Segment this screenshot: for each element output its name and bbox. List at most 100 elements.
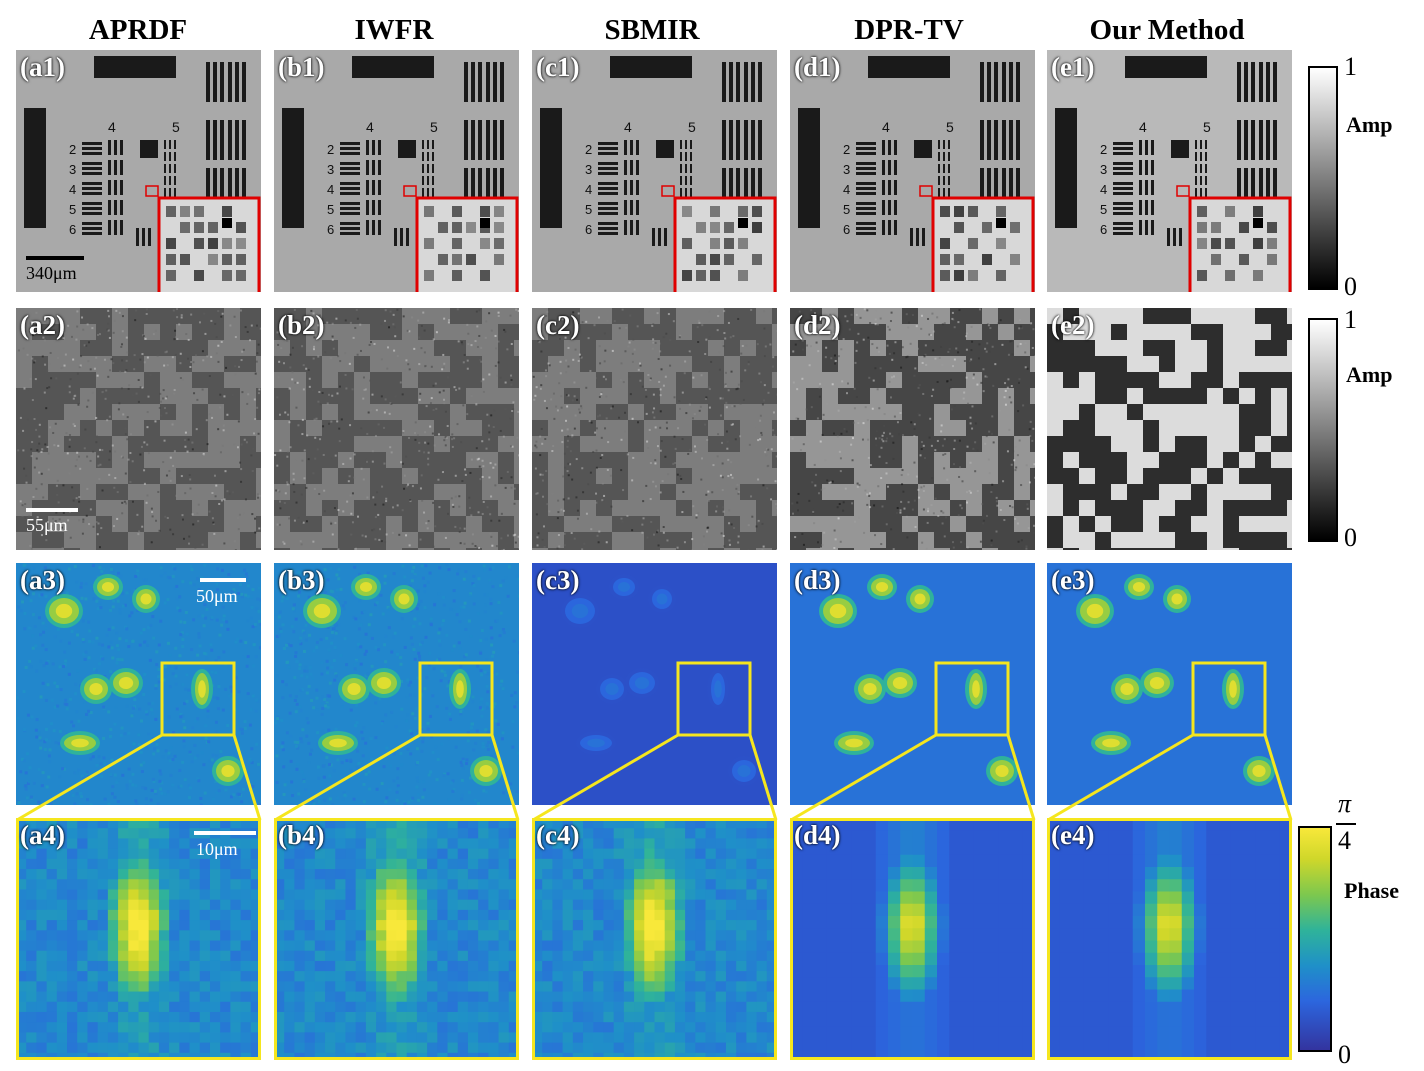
target-element-number: 4 bbox=[843, 182, 850, 197]
amplitude-target-panel: 4 5 2 3 4 5 6 (c1) bbox=[532, 50, 777, 292]
amplitude-target-panel: 4 5 2 3 4 5 6 (b1) bbox=[274, 50, 519, 292]
column-title-dpr-tv: DPR-TV bbox=[854, 14, 964, 46]
phase-zoom-panel-image bbox=[16, 818, 261, 1060]
zoom-inset bbox=[415, 196, 519, 292]
phase-zoom-panel: (d4) bbox=[790, 818, 1035, 1060]
amp-colorbar-1-name: Amp bbox=[1346, 112, 1393, 137]
target-group-number: 4 bbox=[1139, 119, 1147, 135]
panel-label: (e4) bbox=[1051, 820, 1095, 850]
target-element-number: 6 bbox=[585, 222, 592, 237]
amplitude-pattern-panel: (c2) bbox=[532, 308, 777, 550]
column-title-our-method: Our Method bbox=[1089, 14, 1245, 46]
amplitude-target-panel: 4 5 2 3 4 5 6 (e1) bbox=[1047, 50, 1292, 292]
target-element-number: 6 bbox=[327, 222, 334, 237]
phase-zoom-panel: (a4) bbox=[16, 818, 261, 1060]
panel-label: (c3) bbox=[536, 565, 580, 595]
panel-label: (b4) bbox=[278, 820, 325, 850]
amplitude-target-panel-image: 4 5 2 3 4 5 6 bbox=[16, 50, 261, 292]
amp-colorbar-2-min: 0 bbox=[1344, 523, 1357, 552]
target-element-number: 4 bbox=[327, 182, 334, 197]
phase-zoom-panel-image bbox=[532, 818, 777, 1060]
target-group-number: 5 bbox=[1203, 119, 1211, 135]
target-element-number: 5 bbox=[327, 202, 334, 217]
phase-cells-panel-image bbox=[1047, 563, 1292, 805]
target-group-number: 4 bbox=[882, 119, 890, 135]
amp-colorbar-1-max: 1 bbox=[1344, 52, 1357, 81]
phase-cells-panel-image bbox=[274, 563, 519, 805]
amplitude-target-panel-image: 4 5 2 3 4 5 6 bbox=[790, 50, 1035, 292]
panel-label: (e1) bbox=[1051, 52, 1095, 82]
scalebar-row4-label: 10μm bbox=[196, 839, 238, 859]
target-group-number: 4 bbox=[624, 119, 632, 135]
panel-label: (b1) bbox=[278, 52, 325, 82]
target-element-number: 5 bbox=[843, 202, 850, 217]
phase-cells-panel: (c3) bbox=[532, 563, 777, 805]
amplitude-pattern-panel: (e2) bbox=[1047, 308, 1292, 550]
target-group-number: 5 bbox=[430, 119, 438, 135]
amp-colorbar-1-min: 0 bbox=[1344, 272, 1357, 301]
phase-colorbar-fraction-line bbox=[1336, 823, 1356, 825]
target-element-number: 2 bbox=[843, 142, 850, 157]
amplitude-pattern-panel: (d2) bbox=[790, 308, 1035, 550]
panel-label: (a2) bbox=[20, 310, 65, 340]
phase-zoom-panel: (e4) bbox=[1047, 818, 1292, 1060]
panel-label: (d1) bbox=[794, 52, 841, 82]
amp-colorbar-1 bbox=[1308, 66, 1338, 290]
target-element-number: 6 bbox=[843, 222, 850, 237]
target-element-number: 6 bbox=[69, 222, 76, 237]
phase-colorbar-min: 0 bbox=[1338, 1040, 1351, 1069]
panel-label: (d2) bbox=[794, 310, 841, 340]
panel-label: (e2) bbox=[1051, 310, 1095, 340]
amp-colorbar-2 bbox=[1308, 318, 1338, 542]
scalebar-row2-label: 55μm bbox=[26, 515, 68, 535]
amplitude-target-panel-image: 4 5 2 3 4 5 6 bbox=[1047, 50, 1292, 292]
amplitude-target-panel: 4 5 2 3 4 5 6 (d1) bbox=[790, 50, 1035, 292]
target-group-number: 4 bbox=[108, 119, 116, 135]
panel-label: (b3) bbox=[278, 565, 325, 595]
target-element-number: 4 bbox=[585, 182, 592, 197]
amp-colorbar-2-max: 1 bbox=[1344, 305, 1357, 334]
zoom-inset bbox=[931, 196, 1035, 292]
phase-colorbar bbox=[1298, 826, 1332, 1052]
amplitude-pattern-panel-image bbox=[1047, 308, 1292, 550]
amplitude-target-panel-image: 4 5 2 3 4 5 6 bbox=[532, 50, 777, 292]
amplitude-target-panel-image: 4 5 2 3 4 5 6 bbox=[274, 50, 519, 292]
column-title-aprdf: APRDF bbox=[88, 14, 188, 46]
phase-cells-panel: (d3) bbox=[790, 563, 1035, 805]
target-element-number: 2 bbox=[585, 142, 592, 157]
scalebar-row3-label: 50μm bbox=[196, 586, 238, 606]
phase-zoom-panel: (c4) bbox=[532, 818, 777, 1060]
target-element-number: 5 bbox=[69, 202, 76, 217]
scalebar-row1-label: 340μm bbox=[26, 263, 77, 283]
amplitude-pattern-panel-image bbox=[16, 308, 261, 550]
panel-label: (d3) bbox=[794, 565, 841, 595]
target-group-number: 5 bbox=[946, 119, 954, 135]
target-element-number: 6 bbox=[1100, 222, 1107, 237]
zoom-inset bbox=[673, 196, 777, 292]
phase-colorbar-max-denominator: 4 bbox=[1338, 826, 1351, 855]
target-element-number: 5 bbox=[1100, 202, 1107, 217]
target-element-number: 3 bbox=[843, 162, 850, 177]
panel-label: (a4) bbox=[20, 820, 65, 850]
amplitude-pattern-panel-image bbox=[274, 308, 519, 550]
phase-cells-panel: (e3) bbox=[1047, 563, 1292, 805]
zoom-inset bbox=[1188, 196, 1292, 292]
target-element-number: 4 bbox=[69, 182, 76, 197]
amplitude-pattern-panel: (a2) bbox=[16, 308, 261, 550]
amplitude-target-panel: 4 5 2 3 4 5 6 (a1) bbox=[16, 50, 261, 292]
target-element-number: 3 bbox=[69, 162, 76, 177]
column-title-sbmir: SBMIR bbox=[604, 14, 700, 46]
phase-cells-panel: (b3) bbox=[274, 563, 519, 805]
panel-label: (a3) bbox=[20, 565, 65, 595]
panel-label: (b2) bbox=[278, 310, 325, 340]
amplitude-pattern-panel-image bbox=[790, 308, 1035, 550]
target-element-number: 2 bbox=[69, 142, 76, 157]
phase-cells-panel-image bbox=[790, 563, 1035, 805]
zoom-inset bbox=[157, 196, 261, 292]
target-group-number: 4 bbox=[366, 119, 374, 135]
panel-label: (c4) bbox=[536, 820, 580, 850]
target-element-number: 5 bbox=[585, 202, 592, 217]
amp-colorbar-2-name: Amp bbox=[1346, 362, 1393, 387]
panel-label: (c2) bbox=[536, 310, 580, 340]
target-element-number: 3 bbox=[1100, 162, 1107, 177]
